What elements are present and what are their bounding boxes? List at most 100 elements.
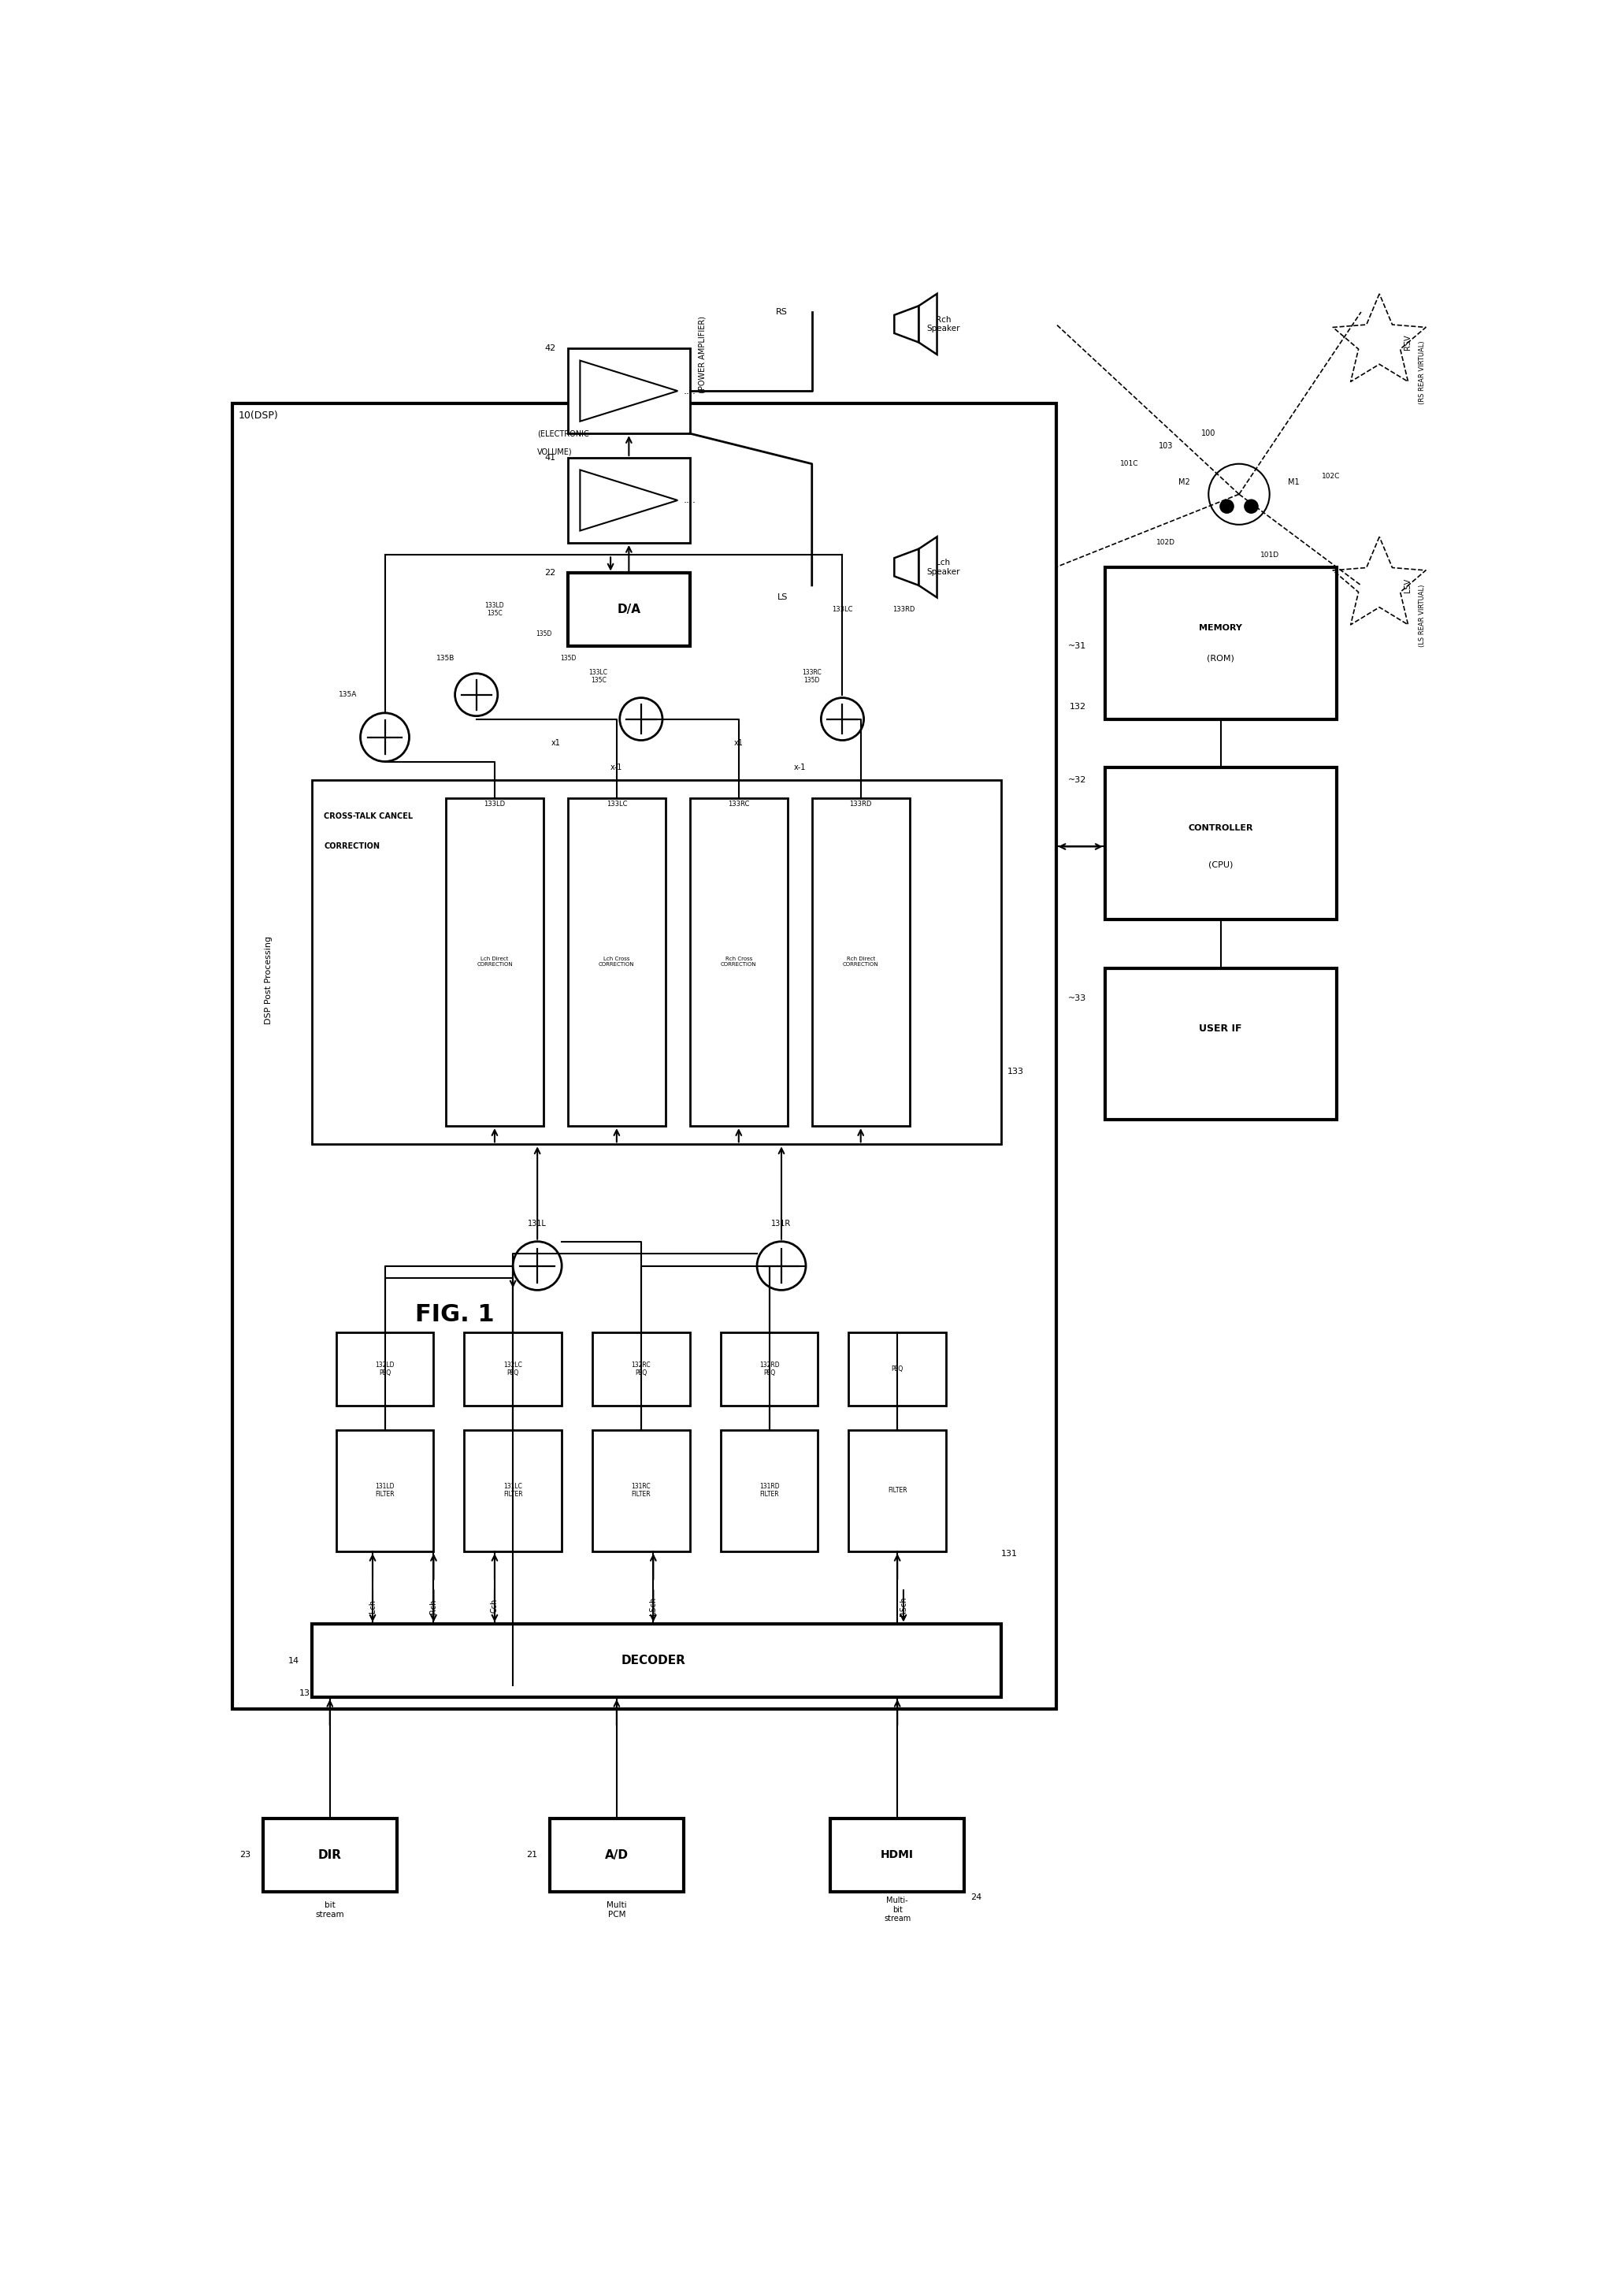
Text: CONTROLLER: CONTROLLER	[1188, 824, 1252, 833]
Text: DIR: DIR	[318, 1848, 342, 1862]
Text: 133RD: 133RD	[893, 606, 915, 613]
Text: 24: 24	[970, 1894, 981, 1901]
Text: 135D: 135D	[560, 654, 576, 661]
Text: LSV: LSV	[1404, 579, 1412, 592]
Text: 132LC
PEQ: 132LC PEQ	[504, 1362, 523, 1378]
Text: 42: 42	[544, 344, 555, 351]
Text: Rch Direct
CORRECTION: Rch Direct CORRECTION	[843, 957, 878, 967]
Text: CROSS-TALK CANCEL: CROSS-TALK CANCEL	[324, 813, 413, 820]
Text: USER IF: USER IF	[1199, 1024, 1243, 1033]
Bar	[720, 1332, 818, 1405]
Text: RSch: RSch	[899, 1596, 907, 1616]
Text: 13: 13	[299, 1690, 310, 1697]
Text: 132RC
PEQ: 132RC PEQ	[631, 1362, 650, 1378]
Text: 101D: 101D	[1261, 551, 1278, 558]
Bar	[549, 1818, 684, 1892]
Text: 131LC
FILTER: 131LC FILTER	[504, 1483, 523, 1499]
Text: ....: ....	[684, 496, 696, 505]
Text: 131LD
FILTER: 131LD FILTER	[374, 1483, 394, 1499]
Text: 133LC: 133LC	[607, 801, 628, 808]
Text: ~32: ~32	[1068, 776, 1086, 783]
Text: 133RC
135D: 133RC 135D	[802, 668, 822, 684]
Text: FILTER: FILTER	[888, 1488, 907, 1495]
Text: M1: M1	[1288, 478, 1299, 487]
Text: LS: LS	[776, 595, 788, 602]
Bar	[434, 792, 983, 1132]
Text: 131: 131	[1001, 1550, 1017, 1557]
Text: 132LD
PEQ: 132LD PEQ	[374, 1362, 394, 1378]
Polygon shape	[894, 305, 918, 342]
Text: A/D: A/D	[605, 1848, 628, 1862]
Text: 135A: 135A	[339, 691, 357, 698]
Text: (ROM): (ROM)	[1207, 654, 1235, 661]
Bar	[568, 457, 689, 542]
Text: Rch: Rch	[429, 1598, 437, 1614]
Bar	[830, 1818, 965, 1892]
Text: 133LD
135C: 133LD 135C	[484, 602, 504, 618]
Bar	[812, 799, 910, 1125]
Bar	[336, 1430, 434, 1552]
Bar	[465, 1332, 562, 1405]
Text: 23: 23	[239, 1851, 250, 1860]
Circle shape	[1220, 498, 1235, 514]
Text: DECODER: DECODER	[621, 1655, 686, 1667]
Text: Multi
PCM: Multi PCM	[607, 1901, 626, 1917]
Text: 10(DSP): 10(DSP)	[239, 411, 278, 420]
Text: 133: 133	[1007, 1068, 1023, 1075]
Bar	[336, 1332, 434, 1405]
Bar	[1106, 567, 1336, 719]
Text: 14: 14	[289, 1658, 299, 1665]
Text: (ELECTRONIC: (ELECTRONIC	[537, 429, 589, 439]
Text: Rch Cross
CORRECTION: Rch Cross CORRECTION	[721, 957, 757, 967]
Text: M2: M2	[1178, 478, 1190, 487]
Text: (RS REAR VIRTUAL): (RS REAR VIRTUAL)	[1419, 342, 1425, 404]
Text: 133RD: 133RD	[849, 801, 872, 808]
Text: FIG. 1: FIG. 1	[415, 1302, 494, 1325]
Text: 131R: 131R	[771, 1219, 791, 1226]
Text: PEQ: PEQ	[891, 1366, 904, 1373]
Text: RS: RS	[776, 308, 788, 317]
Text: 131L: 131L	[528, 1219, 547, 1226]
Text: LSch: LSch	[649, 1596, 657, 1614]
Bar	[568, 799, 665, 1125]
Text: 131RD
FILTER: 131RD FILTER	[759, 1483, 780, 1499]
Text: Rch
Speaker: Rch Speaker	[926, 315, 960, 333]
Text: 133LC
135C: 133LC 135C	[589, 668, 608, 684]
Bar	[1106, 969, 1336, 1120]
Bar	[568, 349, 689, 434]
Text: 101C: 101C	[1120, 459, 1138, 468]
Bar	[294, 416, 1044, 1697]
Bar	[592, 1430, 689, 1552]
Text: x-1: x-1	[610, 765, 623, 771]
Text: RSV: RSV	[1404, 335, 1412, 349]
Text: 135B: 135B	[437, 654, 455, 661]
Text: Multi-
bit
stream: Multi- bit stream	[884, 1896, 910, 1922]
Text: (POWER AMPLIFIER): (POWER AMPLIFIER)	[699, 317, 705, 393]
Bar	[568, 574, 689, 645]
Text: MEMORY: MEMORY	[1199, 625, 1243, 631]
Bar	[312, 781, 1001, 1143]
Text: ~31: ~31	[1068, 643, 1086, 650]
Text: x-1: x-1	[794, 765, 805, 771]
Text: ~33: ~33	[1068, 994, 1086, 1003]
Text: D/A: D/A	[617, 604, 641, 615]
Text: 133LD: 133LD	[484, 801, 505, 808]
Text: 132: 132	[1070, 703, 1086, 712]
Bar	[263, 1818, 397, 1892]
Text: Lch Cross
CORRECTION: Lch Cross CORRECTION	[599, 957, 634, 967]
Text: VOLUME): VOLUME)	[537, 448, 573, 455]
Text: 131RC
FILTER: 131RC FILTER	[631, 1483, 650, 1499]
Text: CORRECTION: CORRECTION	[324, 843, 379, 850]
Text: (LS REAR VIRTUAL): (LS REAR VIRTUAL)	[1419, 585, 1425, 647]
Bar	[849, 1332, 946, 1405]
Text: 100: 100	[1201, 429, 1215, 439]
Bar	[312, 1623, 1001, 1697]
Circle shape	[1244, 498, 1259, 514]
Text: 132RD
PEQ: 132RD PEQ	[759, 1362, 780, 1378]
Text: Lch Direct
CORRECTION: Lch Direct CORRECTION	[476, 957, 513, 967]
Text: (CPU): (CPU)	[1209, 861, 1233, 868]
Text: HDMI: HDMI	[881, 1851, 914, 1860]
Text: 135D: 135D	[536, 631, 552, 638]
Polygon shape	[894, 549, 918, 585]
Bar	[312, 1224, 1001, 1557]
